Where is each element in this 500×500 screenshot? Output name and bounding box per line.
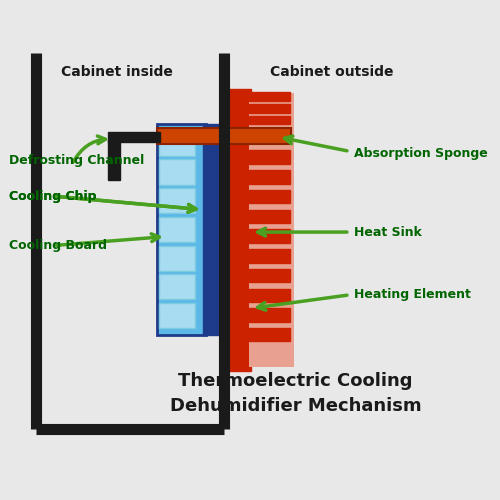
Text: Thermoelectric Cooling
Dehumidifier Mechanism: Thermoelectric Cooling Dehumidifier Mech… [170,372,421,415]
Bar [108,132,160,142]
Bar [250,210,290,223]
Text: Absorption Sponge: Absorption Sponge [354,146,488,160]
Bar [250,150,290,164]
Text: Cabinet inside: Cabinet inside [60,66,172,80]
Text: Heating Element: Heating Element [354,288,471,302]
Bar [250,308,290,322]
Bar [158,160,194,184]
Bar [250,328,290,342]
Bar [228,88,251,371]
Bar [250,93,294,366]
Bar [158,188,194,213]
Bar [158,246,194,270]
Bar [250,170,290,183]
Bar [157,124,206,335]
Text: Defrosting Channel: Defrosting Channel [9,154,144,167]
Bar [250,92,290,100]
Bar [250,116,290,124]
Bar [158,130,194,156]
Bar [158,274,194,299]
Bar [250,190,290,203]
Bar [250,230,290,243]
Text: Cooling Chip: Cooling Chip [9,190,97,202]
Bar [158,217,194,242]
Bar [108,140,120,180]
Bar [250,104,290,112]
Text: Cooling Chip: Cooling Chip [9,190,97,202]
Bar [250,249,290,262]
Text: Heat Sink: Heat Sink [354,226,422,238]
Bar [250,288,290,302]
Bar [157,128,292,144]
Bar [250,269,290,282]
Bar [158,303,194,328]
Text: Cooling Board: Cooling Board [9,239,107,252]
Text: Cabinet outside: Cabinet outside [270,66,394,80]
Bar [202,124,219,335]
